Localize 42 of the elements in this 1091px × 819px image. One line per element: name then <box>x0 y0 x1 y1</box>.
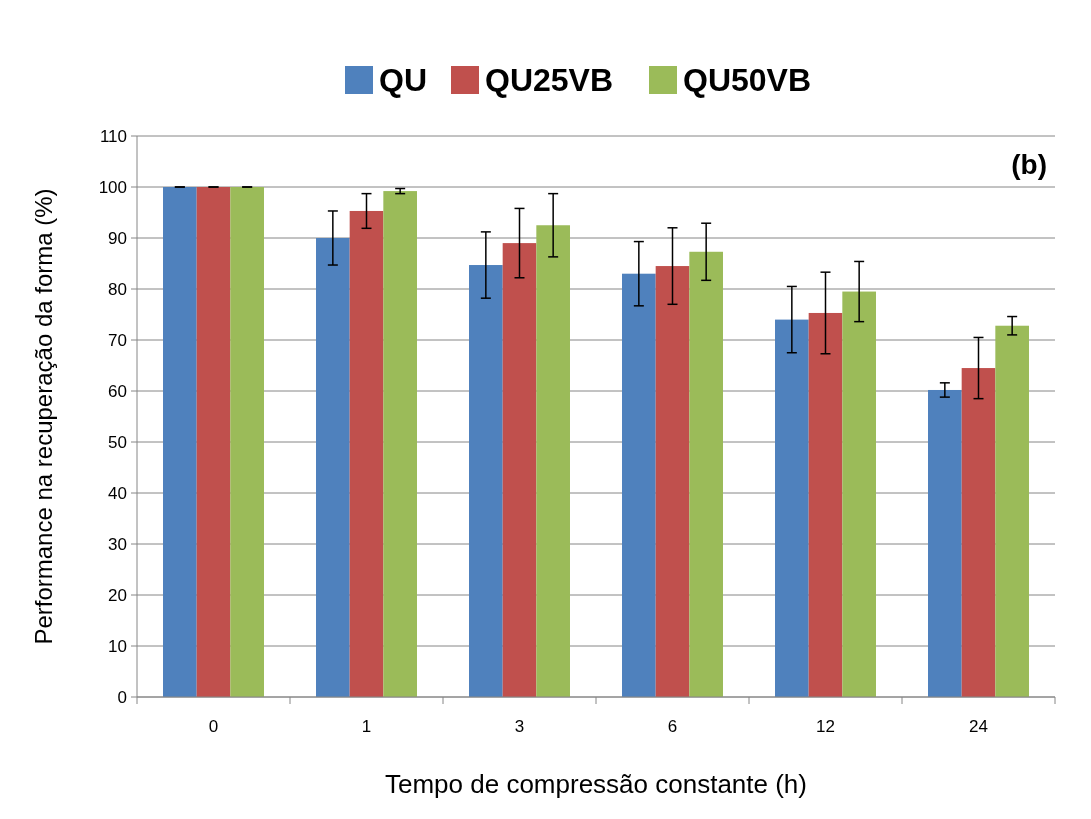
bar <box>349 210 384 697</box>
bar <box>775 319 809 697</box>
y-tick-label: 70 <box>108 330 127 350</box>
x-tick-label: 24 <box>969 717 988 736</box>
bar <box>383 191 417 697</box>
bar <box>842 291 876 697</box>
legend-label: QU50VB <box>683 62 812 99</box>
bar <box>689 251 723 697</box>
x-tick-label: 6 <box>667 717 678 736</box>
y-tick-label: 60 <box>108 381 127 401</box>
y-tick-label: 100 <box>98 177 127 197</box>
bar <box>230 187 264 697</box>
bar <box>622 273 656 697</box>
x-tick-label: 1 <box>361 717 372 736</box>
legend-label: QU25VB <box>485 62 614 99</box>
x-tick-label: 12 <box>816 717 835 736</box>
y-tick-label: 80 <box>108 279 127 299</box>
bar <box>961 368 996 697</box>
y-tick-label: 20 <box>108 585 127 605</box>
bar <box>928 389 962 697</box>
y-tick-label: 110 <box>99 126 127 146</box>
bar <box>502 243 537 697</box>
x-axis-title: Tempo de compressão constante (h) <box>385 769 807 799</box>
x-tick-label: 0 <box>208 717 219 736</box>
bar <box>808 312 843 697</box>
y-tick-label: 30 <box>108 534 127 554</box>
y-tick-label: 40 <box>108 483 127 503</box>
bar <box>536 225 570 697</box>
annotation: (b) <box>1011 149 1047 180</box>
y-tick-label: 0 <box>117 687 127 707</box>
bar <box>655 266 690 697</box>
bar <box>316 238 350 697</box>
y-tick-label: 50 <box>108 432 127 452</box>
y-tick-label: 10 <box>108 636 127 656</box>
x-tick-label: 3 <box>514 717 525 736</box>
y-axis-title: Performance na recuperação da forma (%) <box>30 188 57 645</box>
legend-label: QU <box>379 62 427 99</box>
y-tick-label: 90 <box>108 228 127 248</box>
bar <box>196 187 231 697</box>
bar <box>163 187 197 697</box>
bar <box>469 265 503 697</box>
bar <box>995 325 1029 697</box>
